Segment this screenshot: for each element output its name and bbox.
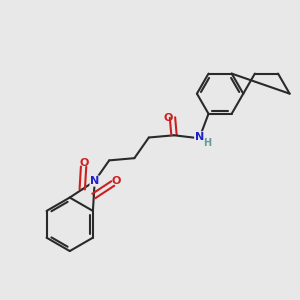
Text: O: O xyxy=(111,176,121,186)
Text: N: N xyxy=(90,176,99,186)
Text: H: H xyxy=(203,138,212,148)
Text: O: O xyxy=(163,112,173,122)
Text: N: N xyxy=(195,132,204,142)
Text: O: O xyxy=(79,158,88,168)
